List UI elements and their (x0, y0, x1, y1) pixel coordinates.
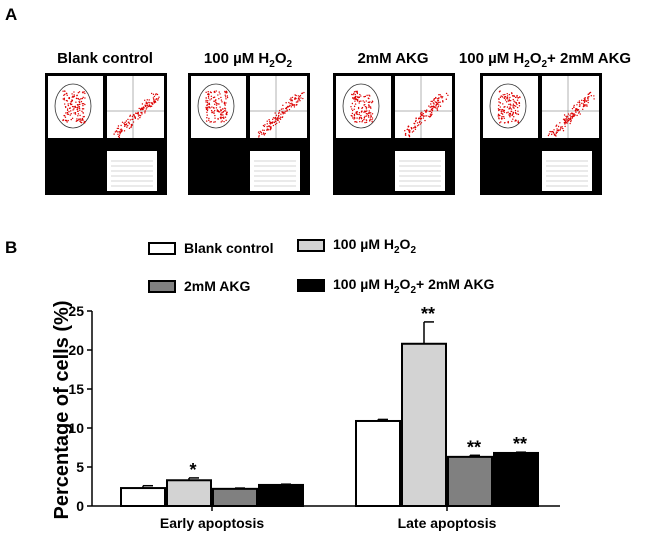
bar (401, 342, 447, 508)
x-tick-label: Late apoptosis (398, 515, 497, 531)
legend-item: 100 µM H2O2 (297, 236, 416, 256)
legend-item: Blank control (148, 240, 273, 256)
bar (258, 483, 304, 508)
panel-title-h2o2: 100 µM H2O2 (203, 50, 293, 70)
panel-a-label: A (5, 5, 18, 24)
y-axis-label: Percentage of cells (%) (51, 301, 73, 520)
bar (120, 487, 166, 507)
y-tick-label: 20 (68, 342, 84, 358)
legend-item: 100 µM H2O2+ 2mM AKG (297, 276, 494, 296)
significance-mark: ** (421, 304, 435, 324)
y-tick-label: 5 (76, 459, 84, 475)
legend-label: 100 µM H2O2 (333, 236, 416, 256)
legend-label: Blank control (184, 240, 274, 256)
flow-panel (480, 73, 602, 195)
panel-b-label: B (5, 238, 18, 257)
panel-title-blank: Blank control (57, 50, 153, 67)
flow-panel (45, 73, 167, 195)
legend-swatch (297, 239, 325, 253)
legend-swatch (297, 279, 325, 293)
significance-mark: ** (513, 434, 527, 454)
legend-swatch (148, 241, 176, 255)
x-tick-label: Early apoptosis (160, 515, 264, 531)
flow-panel (333, 73, 455, 195)
significance-mark: * (189, 460, 196, 480)
flow-panel (188, 73, 310, 195)
y-tick-label: 25 (68, 303, 84, 319)
legend-item: 2mM AKG (148, 278, 250, 294)
y-tick-label: 0 (76, 498, 84, 514)
panel-title-h2o2-akg: 100 µM H2O2+ 2mM AKG (458, 50, 632, 70)
y-tick-label: 15 (68, 381, 84, 397)
legend-label: 2mM AKG (184, 278, 251, 294)
bar (493, 451, 539, 507)
legend-swatch (148, 279, 176, 293)
bar (166, 479, 212, 508)
significance-mark: ** (467, 437, 481, 457)
bar (355, 419, 401, 508)
bar (447, 455, 493, 507)
panel-title-akg: 2mM AKG (357, 50, 429, 67)
y-tick-label: 10 (68, 420, 84, 436)
legend-label: 100 µM H2O2+ 2mM AKG (333, 276, 495, 296)
bar (212, 487, 258, 507)
